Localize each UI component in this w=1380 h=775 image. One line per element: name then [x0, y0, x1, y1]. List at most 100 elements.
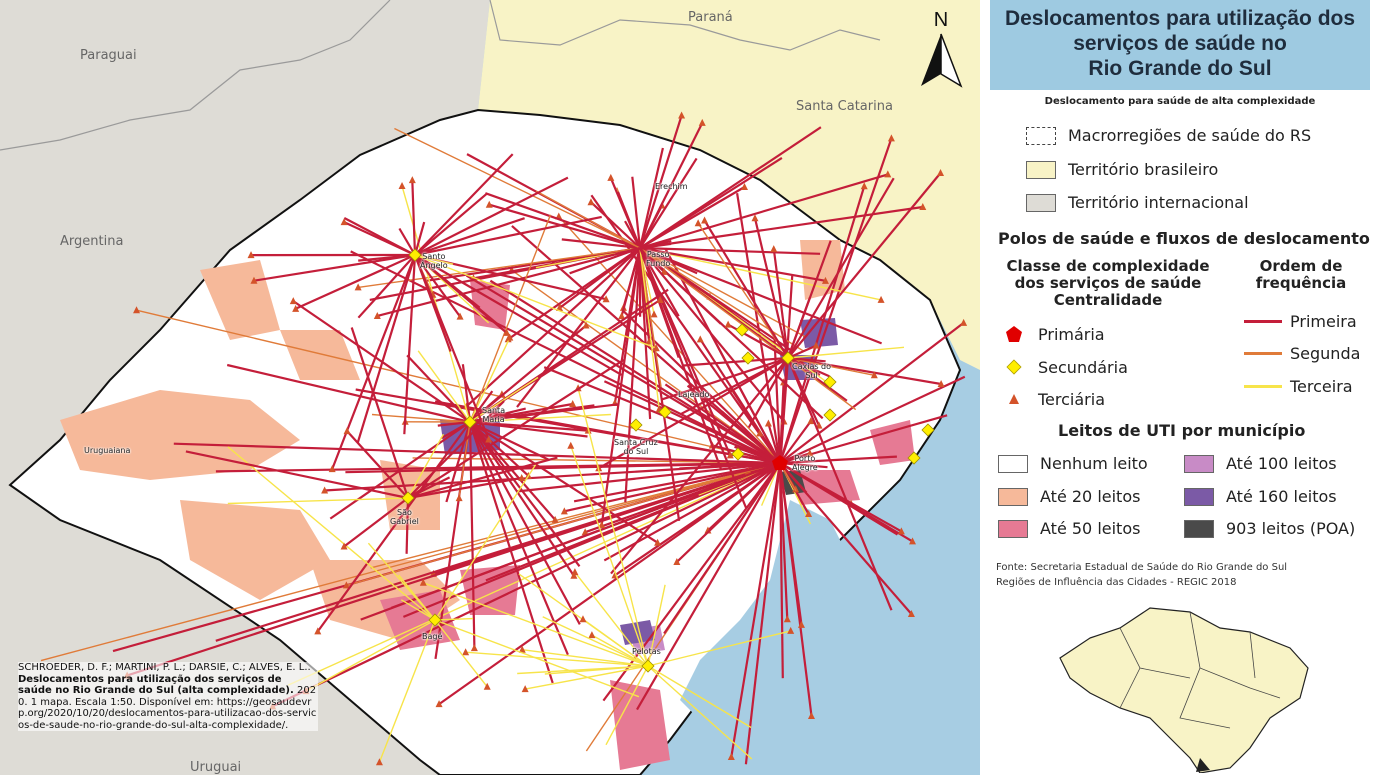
- tertiary-pole-icon: [133, 306, 141, 314]
- flow-line: [403, 254, 417, 435]
- citation-details: 2020. 1 mapa. Escala 1:50. Disponível em…: [18, 685, 317, 731]
- tertiary-pole-icon: [321, 486, 329, 494]
- flow-line: [414, 153, 514, 256]
- flow-line: [544, 665, 649, 675]
- flow-line: [577, 388, 649, 667]
- tertiary-pole-icon: [741, 183, 749, 191]
- tertiary-pole-icon: [806, 449, 814, 457]
- tertiary-pole-icon: [764, 419, 772, 427]
- flow-line: [469, 413, 611, 423]
- flow-line: [407, 476, 522, 500]
- flow-line: [466, 247, 641, 407]
- international-territory: [0, 0, 490, 775]
- icu-up50-swatch: [998, 519, 1028, 538]
- label-parana: Paraná: [688, 10, 733, 25]
- flow-line: [573, 461, 781, 503]
- tertiary-pole-icon: [807, 417, 815, 425]
- flow-line: [614, 462, 781, 577]
- tertiary-pole-icon: [354, 283, 362, 291]
- tertiary-pole-icon: [812, 341, 820, 349]
- legend-tertiary-row: Terciária: [1002, 389, 1105, 409]
- flow-line: [787, 356, 826, 363]
- flow-line: [561, 238, 641, 250]
- north-letter: N: [934, 9, 948, 31]
- flow-line: [469, 403, 620, 424]
- flow-line: [616, 191, 642, 249]
- legend-icu-heading: Leitos de UTI por município: [1058, 421, 1306, 440]
- flow-line: [779, 461, 828, 469]
- flow-line: [639, 247, 857, 411]
- tertiary-pole-icon: [247, 251, 255, 259]
- tertiary-pole-icon: [805, 509, 813, 517]
- tertiary-pole-icon: [455, 494, 463, 502]
- icu-none-swatch: [998, 454, 1028, 473]
- flow-line: [647, 665, 753, 760]
- legend-first-label: Primeira: [1290, 312, 1357, 331]
- flow-line: [787, 356, 942, 386]
- flow-line: [414, 176, 569, 256]
- flow-line: [468, 421, 554, 684]
- flow-line: [468, 421, 569, 656]
- secondary-pole-icon: [823, 408, 837, 422]
- flow-line: [370, 462, 781, 569]
- flow-line: [639, 247, 662, 388]
- flow-line: [639, 157, 698, 249]
- icu-up20-swatch: [998, 487, 1028, 506]
- brazil-swatch: [1026, 160, 1056, 179]
- icu-patch-up50-10: [610, 680, 670, 770]
- flow-line: [413, 254, 452, 352]
- flow-line: [639, 247, 805, 338]
- tertiary-pole-icon: [342, 581, 350, 589]
- tertiary-pole-icon: [607, 173, 615, 181]
- legend-icu-up20-label: Até 20 leitos: [1040, 487, 1141, 506]
- flow-line: [703, 219, 789, 359]
- tertiary-pole-icon: [587, 198, 595, 206]
- flow-line: [272, 462, 781, 708]
- flow-line: [414, 254, 657, 349]
- tertiary-pole-icon: [673, 558, 681, 566]
- tertiary-pole-icon: [485, 435, 493, 443]
- flow-line: [465, 651, 649, 667]
- tertiary-pole-icon: [696, 335, 704, 343]
- city-sao-gabriel: São Gabriel: [390, 508, 419, 526]
- flow-line: [343, 497, 409, 548]
- secondary-pole-icon: [658, 405, 672, 419]
- secondary-pole-icon: [907, 451, 921, 465]
- flow-line: [469, 376, 539, 423]
- tertiary-pole-icon: [897, 527, 905, 535]
- source-line2: Regiões de Influência das Cidades - REGI…: [996, 577, 1237, 588]
- tertiary-pole-icon: [560, 507, 568, 515]
- icu-patch-up160-17: [620, 620, 655, 645]
- city-pelotas: Pelotas: [632, 647, 661, 656]
- tertiary-pole-icon: [656, 296, 664, 304]
- tertiary-pole-icon: [521, 685, 529, 693]
- flow-line: [346, 430, 409, 499]
- tertiary-pole-icon: [340, 542, 348, 550]
- secondary-pole-icon: [629, 418, 643, 432]
- tertiary-pole-icon: [602, 295, 610, 303]
- flow-line: [377, 246, 641, 318]
- flow-line: [423, 582, 649, 667]
- tertiary-pole-icon: [884, 170, 892, 178]
- tertiary-pole-icon: [518, 473, 526, 481]
- tertiary-pole-icon: [797, 620, 805, 628]
- flow-line: [744, 462, 782, 765]
- flow-line: [778, 462, 789, 620]
- flow-line: [407, 433, 445, 499]
- icu-up100-swatch: [1184, 454, 1214, 473]
- legend-icu-up100-label: Até 100 leitos: [1226, 454, 1337, 473]
- flow-line: [468, 421, 476, 649]
- brazil-inset-map: [1059, 607, 1309, 773]
- flow-line: [639, 173, 889, 250]
- legend-third-row: Terceira: [1244, 377, 1353, 396]
- tertiary-pole-icon: [751, 214, 759, 222]
- legend-secondary-row: Secundária: [1002, 357, 1128, 377]
- tertiary-pole-icon: [343, 427, 351, 435]
- icu-up160-swatch: [1184, 487, 1214, 506]
- legend-icu-up160-row: Até 160 leitos: [1184, 487, 1337, 506]
- flow-line: [638, 115, 683, 249]
- flow-line: [227, 446, 436, 621]
- tertiary-pole-icon: [375, 758, 383, 766]
- flow-line: [226, 363, 471, 424]
- flow-line: [413, 221, 426, 256]
